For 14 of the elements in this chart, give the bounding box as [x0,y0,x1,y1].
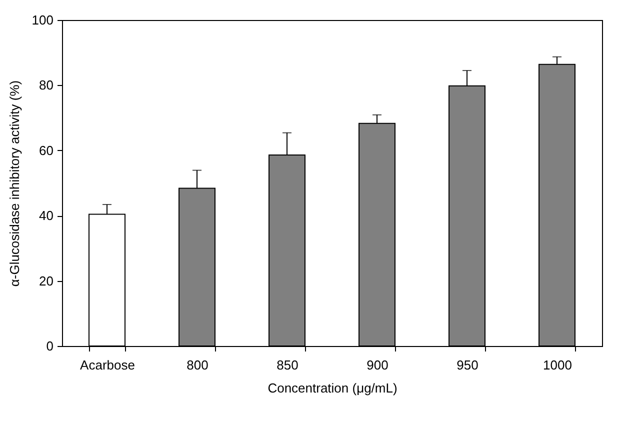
x-axis-title: Concentration (μg/mL) [268,380,398,396]
x-tick-label: 1000 [543,358,572,372]
y-tick-label: 100 [32,12,54,28]
x-tick-label: 800 [186,358,208,372]
x-tick-label: 900 [366,358,388,372]
y-tick-label: 20 [39,273,54,288]
x-tick-label: Acarbose [80,358,135,372]
x-tick-label: 850 [276,358,298,372]
y-tick-label: 60 [39,142,54,158]
y-tick-label: 0 [46,338,54,354]
y-axis-title: α-Glucosidase inhibitory activity (%) [6,80,22,287]
y-tick-label: 80 [39,78,54,93]
y-tick-label: 40 [39,208,54,224]
x-tick-label: 950 [456,358,478,372]
